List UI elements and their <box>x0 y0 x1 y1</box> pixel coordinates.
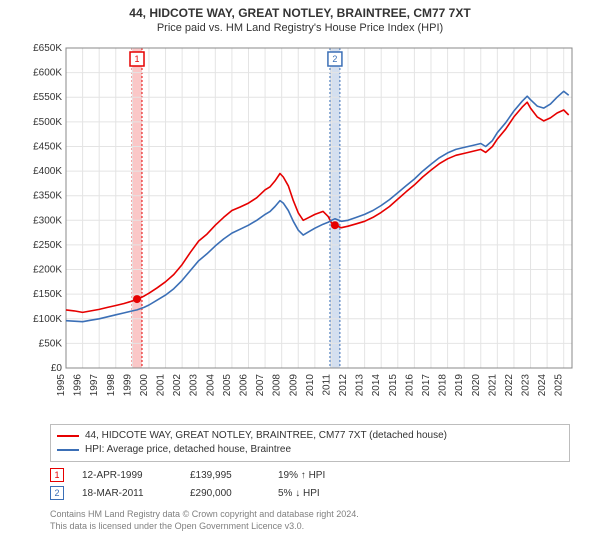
x-tick-label: 2010 <box>305 374 316 397</box>
footer-line-2: This data is licensed under the Open Gov… <box>50 520 570 532</box>
x-tick-label: 2004 <box>205 374 216 397</box>
legend: 44, HIDCOTE WAY, GREAT NOTLEY, BRAINTREE… <box>50 424 570 462</box>
legend-swatch <box>57 435 79 437</box>
chart-subtitle: Price paid vs. HM Land Registry's House … <box>0 20 600 38</box>
x-tick-label: 2024 <box>537 374 548 397</box>
x-tick-label: 2012 <box>338 374 349 397</box>
y-tick-label: £650K <box>33 43 62 54</box>
x-tick-label: 2020 <box>471 374 482 397</box>
y-tick-label: £150K <box>33 289 62 300</box>
x-tick-label: 2022 <box>504 374 515 397</box>
transaction-price: £139,995 <box>190 470 260 481</box>
x-tick-label: 2014 <box>371 374 382 397</box>
x-tick-label: 2013 <box>355 374 366 397</box>
event-band <box>132 48 142 368</box>
transaction-date: 12-APR-1999 <box>82 470 172 481</box>
legend-label: 44, HIDCOTE WAY, GREAT NOTLEY, BRAINTREE… <box>85 429 447 443</box>
x-tick-label: 2017 <box>421 374 432 397</box>
x-tick-label: 2000 <box>139 374 150 397</box>
svg-text:1: 1 <box>134 54 139 64</box>
transaction-marker: 2 <box>50 486 64 500</box>
transaction-row: 1 12-APR-1999 £139,995 19% ↑ HPI <box>50 466 570 484</box>
chart-svg: £0 £50K £100K £150K £200K £250K £300K £350K £400… <box>20 38 580 418</box>
x-tick-label: 2006 <box>238 374 249 397</box>
legend-swatch <box>57 449 79 451</box>
x-tick-label: 1999 <box>122 374 133 397</box>
x-tick-label: 2002 <box>172 374 183 397</box>
x-tick-label: 2015 <box>388 374 399 397</box>
transaction-delta: 19% ↑ HPI <box>278 470 358 481</box>
x-tick-label: 2023 <box>521 374 532 397</box>
x-tick-label: 2018 <box>438 374 449 397</box>
x-tick-label: 2025 <box>554 374 565 397</box>
y-tick-label: £550K <box>33 92 62 103</box>
y-tick-label: £350K <box>33 191 62 202</box>
legend-label: HPI: Average price, detached house, Brai… <box>85 443 291 457</box>
transaction-table: 1 12-APR-1999 £139,995 19% ↑ HPI 2 18-MAR-201… <box>50 466 570 502</box>
sale-point <box>331 221 339 229</box>
x-tick-label: 2003 <box>189 374 200 397</box>
y-tick-label: £450K <box>33 141 62 152</box>
x-tick-label: 2007 <box>255 374 266 397</box>
legend-item: 44, HIDCOTE WAY, GREAT NOTLEY, BRAINTREE… <box>57 429 563 443</box>
x-tick-label: 2005 <box>222 374 233 397</box>
x-tick-label: 2001 <box>156 374 167 397</box>
footer-attribution: Contains HM Land Registry data © Crown c… <box>50 508 570 532</box>
x-tick-label: 2008 <box>272 374 283 397</box>
sale-point <box>133 295 141 303</box>
x-tick-label: 2009 <box>288 374 299 397</box>
transaction-price: £290,000 <box>190 488 260 499</box>
y-tick-label: £300K <box>33 215 62 226</box>
y-tick-label: £500K <box>33 117 62 128</box>
y-tick-label: £200K <box>33 265 62 276</box>
x-tick-label: 2016 <box>404 374 415 397</box>
x-tick-label: 1997 <box>89 374 100 397</box>
x-tick-label: 2021 <box>487 374 498 397</box>
y-tick-label: £600K <box>33 68 62 79</box>
transaction-row: 2 18-MAR-2011 £290,000 5% ↓ HPI <box>50 484 570 502</box>
y-tick-label: £0 <box>51 363 63 374</box>
transaction-delta: 5% ↓ HPI <box>278 488 358 499</box>
transaction-marker: 1 <box>50 468 64 482</box>
x-tick-label: 2011 <box>321 374 332 396</box>
x-tick-label: 1998 <box>106 374 117 397</box>
event-marker: 1 <box>130 52 144 66</box>
event-marker: 2 <box>328 52 342 66</box>
footer-line-1: Contains HM Land Registry data © Crown c… <box>50 508 570 520</box>
y-tick-label: £50K <box>39 338 63 349</box>
chart-title: 44, HIDCOTE WAY, GREAT NOTLEY, BRAINTREE… <box>0 0 600 20</box>
x-tick-label: 2019 <box>454 374 465 397</box>
y-tick-label: £250K <box>33 240 62 251</box>
svg-text:2: 2 <box>332 54 337 64</box>
chart-container: { "title": "44, HIDCOTE WAY, GREAT NOTLE… <box>0 0 600 560</box>
transaction-date: 18-MAR-2011 <box>82 488 172 499</box>
x-tick-label: 1996 <box>73 374 84 397</box>
legend-item: HPI: Average price, detached house, Brai… <box>57 443 563 457</box>
y-tick-label: £400K <box>33 166 62 177</box>
chart-plot: £0 £50K £100K £150K £200K £250K £300K £350K £400… <box>20 38 580 418</box>
y-tick-label: £100K <box>33 314 62 325</box>
x-tick-label: 1995 <box>56 374 67 397</box>
